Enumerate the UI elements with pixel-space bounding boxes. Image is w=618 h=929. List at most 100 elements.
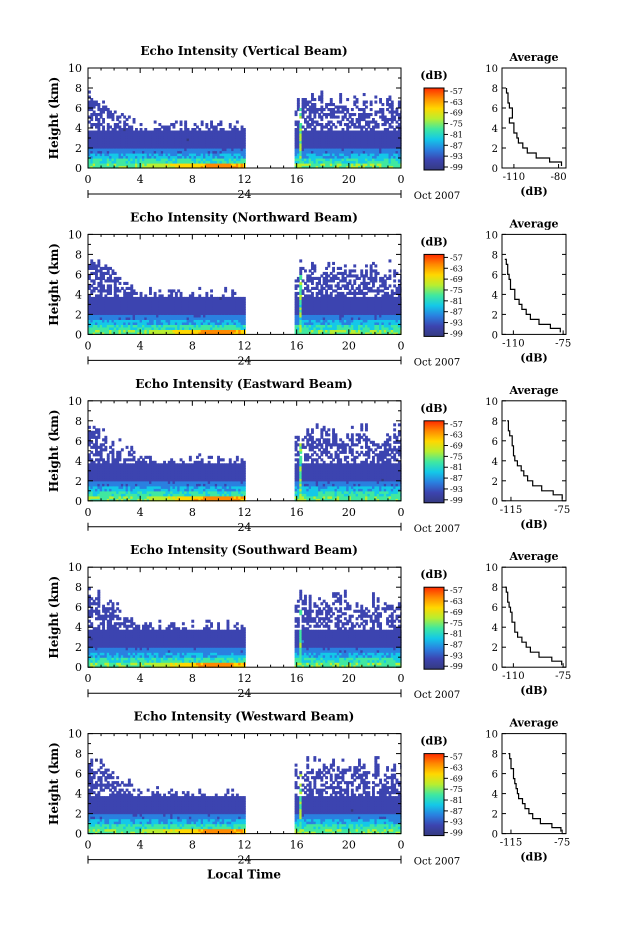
echo-cell (372, 324, 375, 328)
echo-cell (381, 143, 385, 147)
echo-cell (238, 326, 242, 330)
echo-cell (383, 321, 387, 325)
echo-cell (362, 138, 366, 142)
echo-cell (214, 138, 218, 142)
echo-cell (179, 123, 183, 127)
echo-cell (181, 160, 185, 164)
echo-cell (97, 324, 101, 328)
echo-cell (95, 316, 98, 320)
echo-cell (360, 128, 364, 132)
echo-cell (99, 321, 103, 325)
echo-cell (336, 299, 340, 303)
echo-cell (106, 158, 110, 162)
echo-cell (339, 143, 343, 147)
echo-cell (360, 115, 364, 119)
echo-cell (311, 93, 314, 97)
echo-cell (97, 259, 101, 263)
echo-cell (172, 289, 176, 293)
echo-cell (99, 113, 103, 117)
x-tick-label: 4 (137, 339, 144, 352)
echo-cell (120, 299, 124, 303)
echo-cell (193, 314, 197, 318)
echo-cell (322, 133, 326, 137)
echo-cell (341, 140, 345, 144)
echo-cell (186, 160, 190, 164)
echo-cell (88, 324, 91, 328)
echo-cell (388, 329, 392, 333)
echo-cell (200, 163, 204, 167)
echo-cell (336, 331, 340, 335)
echo-cell (341, 316, 345, 320)
echo-cell (320, 145, 324, 149)
echo-cell (217, 321, 220, 325)
echo-cell (118, 453, 122, 457)
echo-cell (362, 160, 366, 164)
echo-cell (120, 135, 124, 139)
echo-cell (116, 493, 120, 497)
echo-cell (343, 105, 347, 109)
echo-cell (219, 158, 223, 162)
echo-cell (191, 145, 195, 149)
echo-cell (95, 276, 98, 280)
echo-cell (329, 155, 333, 159)
echo-cell (228, 143, 232, 147)
echo-cell (151, 153, 155, 157)
echo-cell (315, 306, 319, 310)
echo-cell (88, 458, 91, 462)
echo-cell (235, 321, 239, 325)
echo-cell (102, 284, 105, 288)
echo-cell (198, 311, 202, 315)
echo-cell (200, 326, 204, 330)
echo-cell (165, 301, 169, 305)
echo-cell (322, 150, 326, 154)
echo-cell (174, 143, 178, 147)
echo-cell (294, 110, 298, 114)
echo-cell (120, 329, 124, 333)
echo-cell (379, 331, 382, 335)
echo-cell (181, 319, 185, 323)
echo-cell (362, 148, 366, 152)
echo-cell (341, 105, 345, 109)
echo-cell (379, 319, 382, 323)
echo-cell (210, 289, 213, 293)
echo-cell (315, 301, 319, 305)
echo-cell (125, 326, 129, 330)
echo-cell (358, 125, 361, 129)
echo-cell (125, 321, 129, 325)
echo-cell (125, 495, 129, 499)
echo-cell (219, 145, 223, 149)
echo-cell (132, 153, 136, 157)
echo-cell (130, 324, 134, 328)
echo-cell (106, 458, 110, 462)
echo-cell (381, 115, 385, 119)
echo-cell (130, 284, 134, 288)
echo-cell (346, 163, 350, 167)
echo-cell (130, 296, 134, 300)
echo-cell (88, 483, 91, 487)
echo-cell (304, 138, 307, 142)
echo-cell (109, 468, 112, 472)
echo-cell (151, 311, 155, 315)
echo-cell (109, 483, 112, 487)
echo-cell (336, 158, 340, 162)
colorbar-label: -57 (450, 87, 463, 96)
echo-cell (221, 329, 225, 333)
echo-cell (355, 319, 359, 323)
echo-cell (193, 324, 197, 328)
echo-cell (198, 130, 202, 134)
echo-cell (188, 309, 192, 313)
echo-cell (111, 153, 115, 157)
echo-cell (339, 304, 343, 308)
echo-cell (348, 329, 352, 333)
echo-cell (358, 321, 361, 325)
echo-cell (111, 440, 115, 444)
echo-cell (365, 316, 368, 320)
echo-cell (88, 301, 91, 305)
echo-cell (120, 148, 124, 152)
echo-cell (95, 498, 98, 502)
echo-cell (221, 316, 225, 320)
echo-cell (343, 321, 347, 325)
echo-cell (170, 140, 174, 144)
echo-cell (395, 160, 399, 164)
echo-cell (217, 155, 220, 159)
